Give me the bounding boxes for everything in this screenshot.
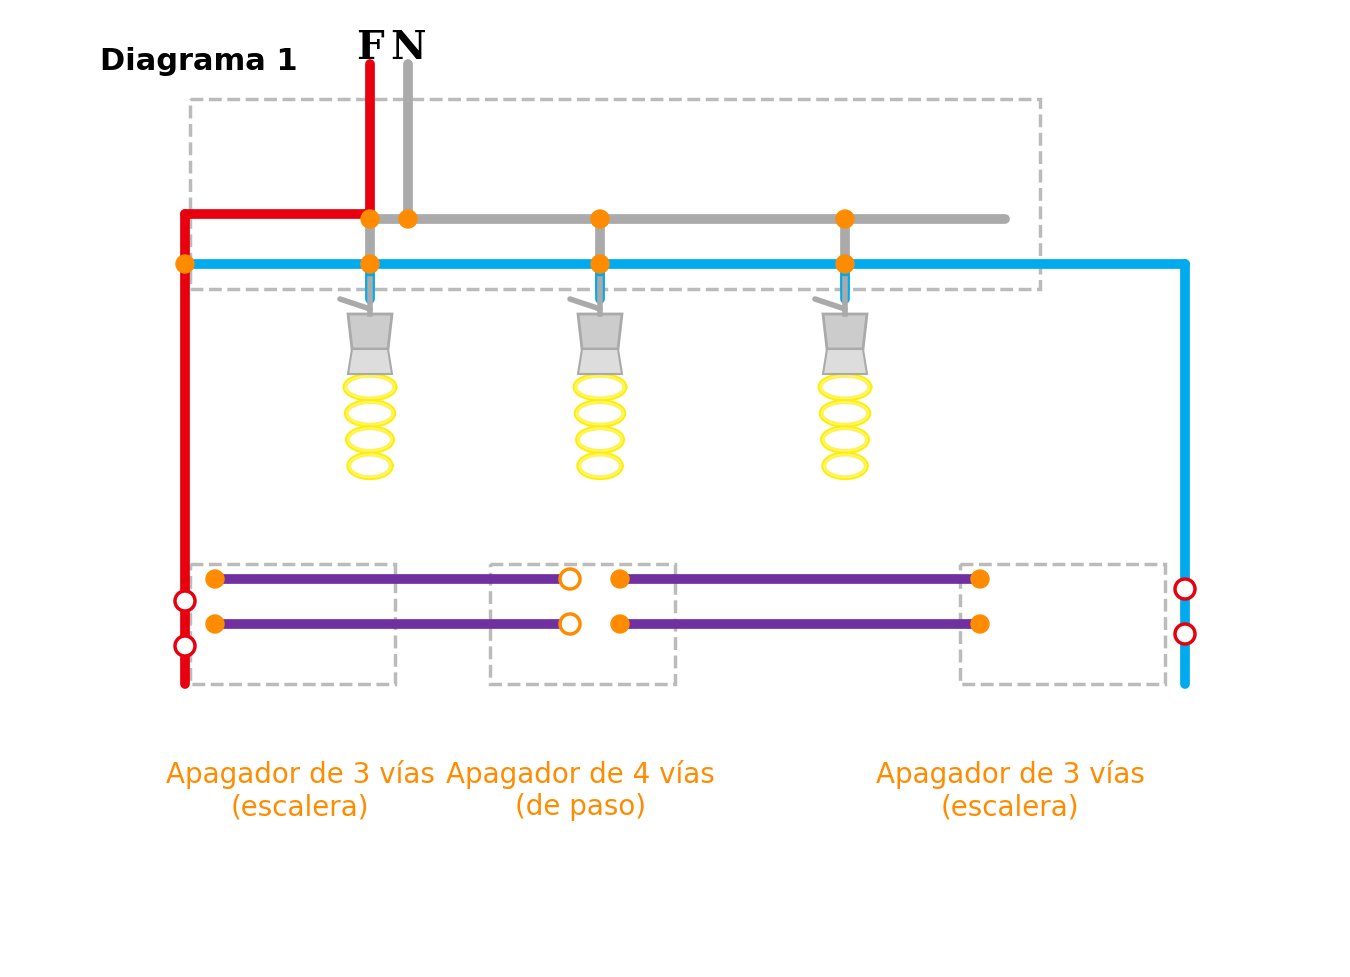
Polygon shape	[576, 403, 624, 426]
Circle shape	[836, 211, 855, 229]
Circle shape	[360, 256, 379, 274]
Polygon shape	[347, 428, 393, 452]
Circle shape	[176, 636, 194, 657]
Polygon shape	[575, 376, 625, 400]
Text: Apagador de 3 vías
(escalera): Apagador de 3 vías (escalera)	[876, 759, 1145, 821]
Text: Apagador de 4 vías
(de paso): Apagador de 4 vías (de paso)	[446, 759, 714, 821]
Circle shape	[560, 615, 580, 634]
Circle shape	[560, 570, 580, 589]
Circle shape	[207, 616, 224, 633]
Polygon shape	[578, 350, 622, 374]
Text: F: F	[356, 29, 383, 67]
Circle shape	[176, 591, 194, 612]
Polygon shape	[824, 454, 867, 478]
Polygon shape	[824, 315, 867, 350]
Polygon shape	[348, 454, 392, 478]
Polygon shape	[346, 376, 396, 400]
Polygon shape	[347, 403, 394, 426]
Circle shape	[1174, 579, 1195, 599]
Polygon shape	[819, 376, 869, 400]
Circle shape	[176, 256, 194, 274]
Text: Diagrama 1: Diagrama 1	[100, 48, 297, 76]
Circle shape	[971, 616, 990, 633]
Circle shape	[612, 616, 629, 633]
Polygon shape	[348, 315, 392, 350]
Polygon shape	[348, 350, 392, 374]
Polygon shape	[578, 315, 622, 350]
Circle shape	[971, 571, 990, 588]
Circle shape	[207, 571, 224, 588]
Circle shape	[591, 256, 609, 274]
Circle shape	[1174, 624, 1195, 645]
Circle shape	[591, 211, 609, 229]
Polygon shape	[578, 428, 622, 452]
Polygon shape	[579, 454, 621, 478]
Circle shape	[400, 211, 417, 229]
Text: Apagador de 3 vías
(escalera): Apagador de 3 vías (escalera)	[166, 759, 435, 821]
Circle shape	[360, 211, 379, 229]
Polygon shape	[822, 428, 868, 452]
Text: N: N	[390, 29, 425, 67]
Circle shape	[612, 571, 629, 588]
Polygon shape	[821, 403, 869, 426]
Circle shape	[836, 256, 855, 274]
Polygon shape	[824, 350, 867, 374]
